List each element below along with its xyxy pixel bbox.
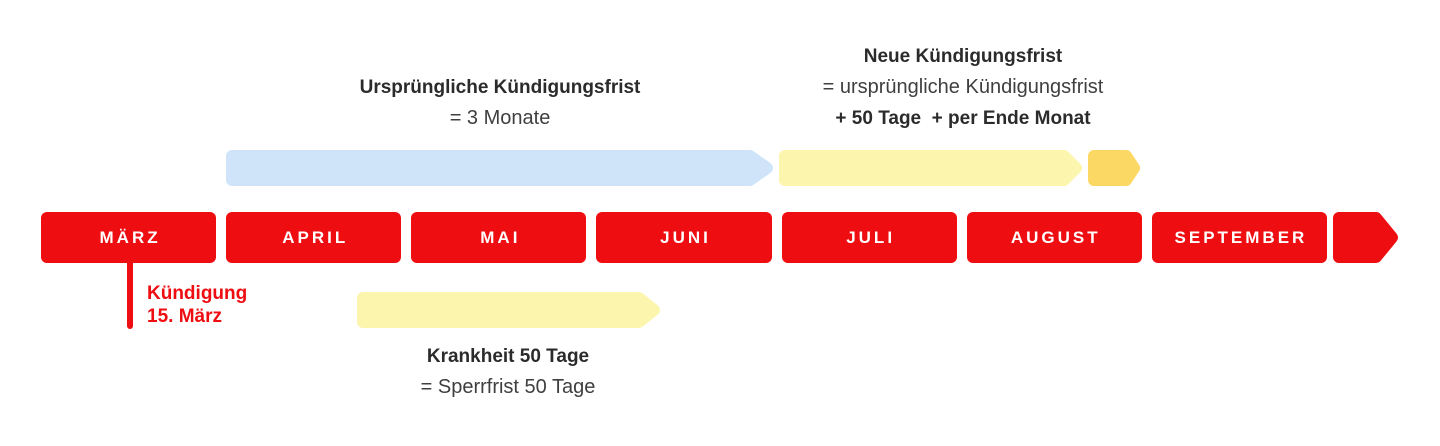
termination-label-line2: 15. März [147, 306, 222, 327]
new-period-title: Neue Kündigungsfrist [863, 46, 1063, 67]
month-april: APRIL [226, 212, 402, 263]
end-of-month-arrow [1088, 150, 1140, 186]
fifty-days-extension-arrow [779, 150, 1082, 186]
month-juni: JUNI [596, 212, 772, 263]
timeline-continuation-arrow [1333, 212, 1398, 263]
new-period-addition: + 50 Tage + per Ende Monat [835, 108, 1091, 129]
termination-label: Kündigung 15. März [147, 282, 247, 328]
sickness-subtitle: = Sperrfrist 50 Tage [420, 376, 596, 398]
new-period-formula: = ursprüngliche Kündigungsfrist [822, 76, 1104, 98]
month-august: AUGUST [966, 212, 1142, 263]
month-juli: JULI [781, 212, 957, 263]
original-period-arrow [226, 150, 773, 186]
sickness-title: Krankheit 50 Tage [426, 346, 590, 367]
month-september: SEPTEMBER [1151, 212, 1327, 263]
month-band: MÄRZ APRIL MAI JUNI JULI AUGUST SEPTEMBE… [41, 212, 1327, 263]
termination-marker-line [127, 263, 133, 329]
termination-label-line1: Kündigung [147, 283, 248, 304]
sickness-label: Krankheit 50 Tage = Sperrfrist 50 Tage [308, 341, 708, 403]
original-period-subtitle: = 3 Monate [449, 107, 551, 129]
sickness-period-arrow [357, 292, 660, 328]
month-mai: MAI [411, 212, 587, 263]
original-period-label: Ursprüngliche Kündigungsfrist = 3 Monate [300, 72, 700, 134]
month-maerz: MÄRZ [41, 212, 217, 263]
original-period-title: Ursprüngliche Kündigungsfrist [359, 77, 641, 98]
new-period-label: Neue Kündigungsfrist = ursprüngliche Kün… [763, 41, 1163, 134]
